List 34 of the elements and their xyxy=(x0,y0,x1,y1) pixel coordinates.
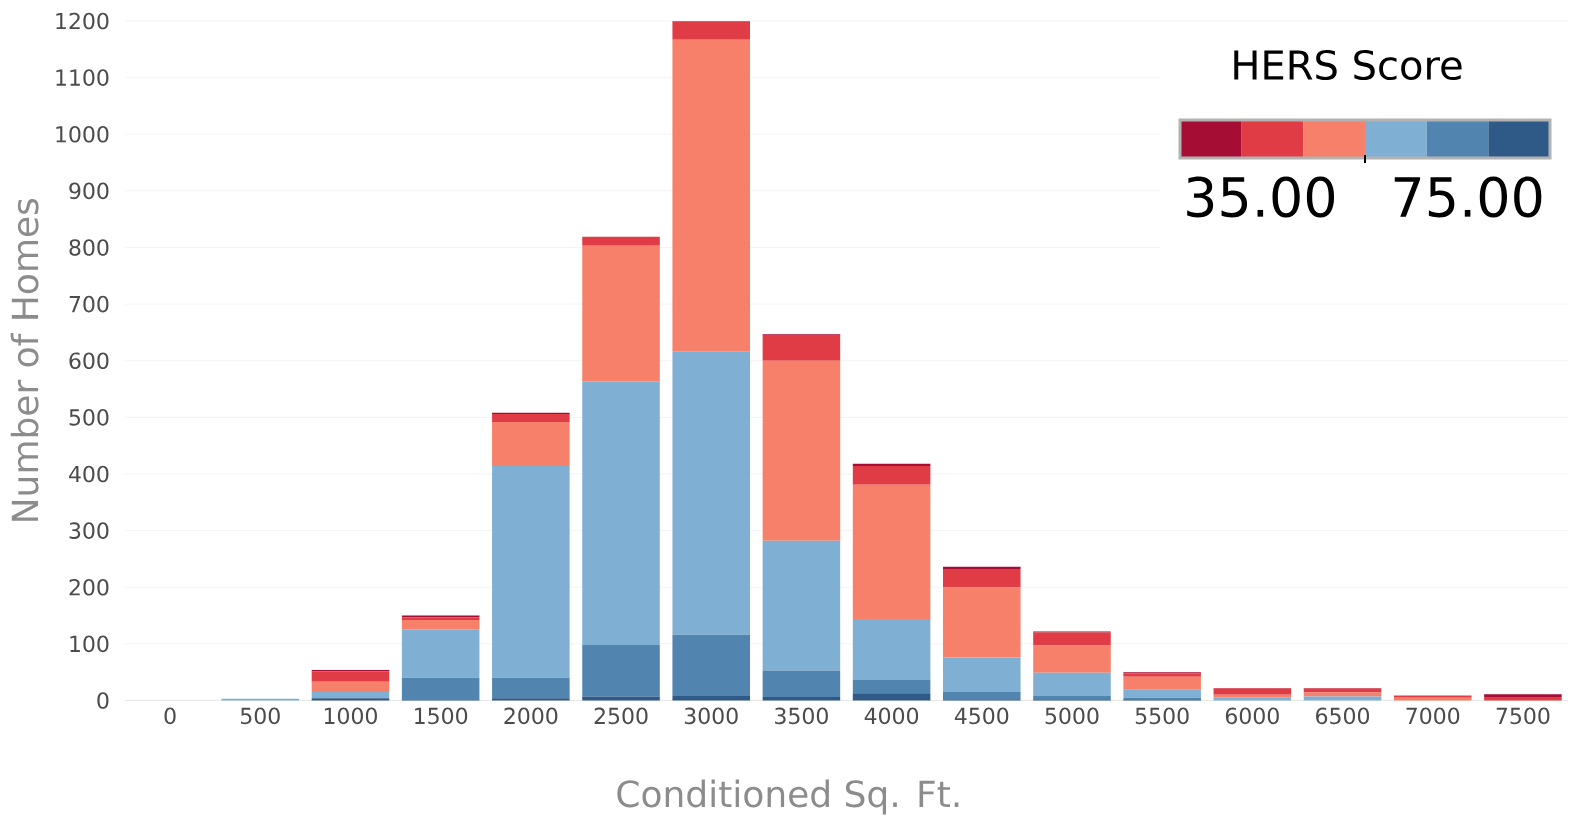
x-tick-label: 7500 xyxy=(1496,707,1550,725)
x-tick-label: 4500 xyxy=(954,707,1009,725)
x-tick-label: 5500 xyxy=(1135,707,1189,725)
annotation: 35.00 xyxy=(1187,176,1335,218)
x-tick-label: 1500 xyxy=(415,707,468,725)
y-tick-label: 1100 xyxy=(56,69,109,86)
y-tick-label: 500 xyxy=(69,409,109,426)
y-tick-label: 300 xyxy=(69,522,109,539)
y-tick-label: 0 xyxy=(97,692,109,709)
x-tick-label: 6500 xyxy=(1316,707,1370,725)
x-tick-label: 2500 xyxy=(594,707,648,725)
y-tick-label: 900 xyxy=(69,182,109,200)
y-tick-label: 400 xyxy=(69,465,109,483)
y-tick-label: 100 xyxy=(70,635,109,653)
legend-title: HERS Score xyxy=(1234,49,1462,81)
x-tick-label: 6000 xyxy=(1225,707,1279,725)
y-tick-label: 700 xyxy=(69,295,109,313)
x-tick-label: 1000 xyxy=(324,707,377,725)
y-tick-label: 600 xyxy=(69,352,109,370)
y-tick-label: 800 xyxy=(69,239,109,256)
y-axis-title: Number of Homes xyxy=(10,198,39,521)
x-axis-title: Conditioned Sq. Ft. xyxy=(617,779,959,815)
x-tick-label: 500 xyxy=(240,707,280,725)
x-tick-label: 3500 xyxy=(775,707,828,725)
y-tick-label: 1200 xyxy=(56,12,109,30)
x-tick-label: 2000 xyxy=(504,707,558,725)
x-tick-label: 0 xyxy=(164,707,176,725)
x-tick-label: 4000 xyxy=(864,707,919,725)
y-tick-label: 200 xyxy=(69,578,109,596)
x-tick-label: 5000 xyxy=(1045,707,1099,725)
y-tick-label: 1000 xyxy=(56,125,109,143)
annotation: 75.00 xyxy=(1394,176,1542,218)
x-tick-label: 3000 xyxy=(684,707,738,725)
x-tick-label: 7000 xyxy=(1406,707,1460,725)
